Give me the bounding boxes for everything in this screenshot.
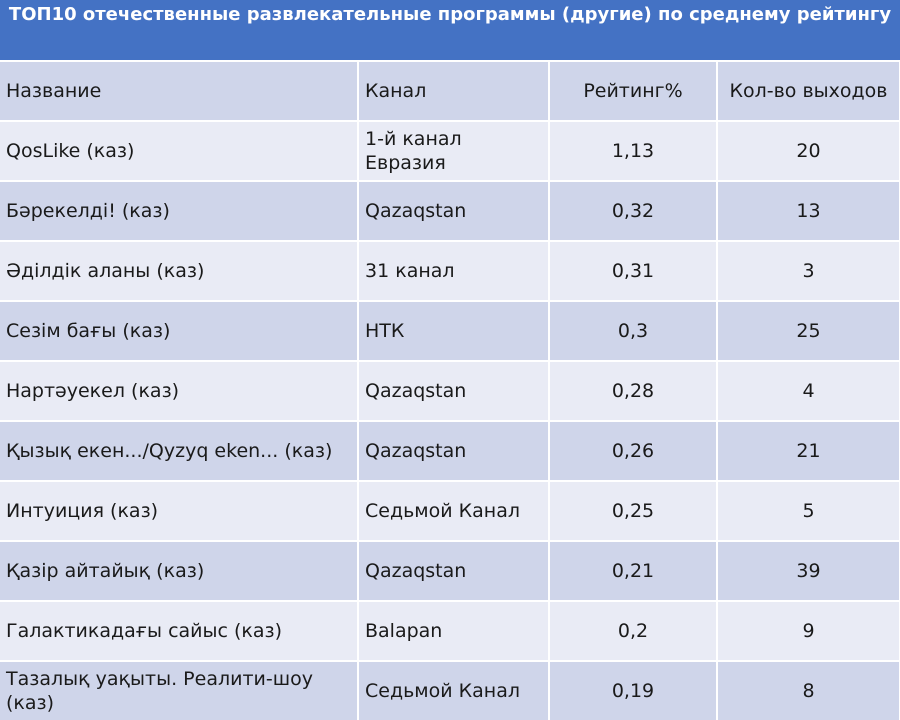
table-row: Бәрекелді! (каз) Qazaqstan 0,32 13 — [0, 180, 900, 241]
program-name-cell: Интуиция (каз) — [0, 480, 359, 541]
rating-cell: 0,28 — [549, 360, 718, 421]
rating-cell: 0,25 — [549, 480, 718, 541]
column-header-count: Кол-во выходов — [717, 60, 900, 121]
ratings-table: Название Канал Рейтинг% Кол-во выходов Q… — [0, 60, 900, 720]
count-cell: 25 — [717, 300, 900, 361]
rating-cell: 0,2 — [549, 600, 718, 661]
channel-cell: Qazaqstan — [358, 540, 550, 601]
count-cell: 4 — [717, 360, 900, 421]
rating-cell: 0,26 — [549, 420, 718, 481]
rating-cell: 0,21 — [549, 540, 718, 601]
channel-cell: Balapan — [358, 600, 550, 661]
column-header-rating: Рейтинг% — [549, 60, 718, 121]
count-cell: 5 — [717, 480, 900, 541]
program-name-cell: Тазалық уақыты. Реалити-шоу (каз) — [0, 660, 359, 720]
count-cell: 20 — [717, 120, 900, 181]
channel-cell: 31 канал — [358, 240, 550, 301]
program-name-cell: Әділдік аланы (каз) — [0, 240, 359, 301]
channel-cell: Седьмой Канал — [358, 660, 550, 720]
table-title: ТОП10 отечественные развлекательные прог… — [0, 0, 900, 60]
table-row: QosLike (каз) 1-й канал Евразия 1,13 20 — [0, 120, 900, 181]
table-row: Әділдік аланы (каз) 31 канал 0,31 3 — [0, 240, 900, 301]
program-name-cell: Қазір айтайық (каз) — [0, 540, 359, 601]
count-cell: 8 — [717, 660, 900, 720]
count-cell: 13 — [717, 180, 900, 241]
program-name-cell: Сезім бағы (каз) — [0, 300, 359, 361]
count-cell: 21 — [717, 420, 900, 481]
channel-cell: Qazaqstan — [358, 420, 550, 481]
rating-cell: 0,3 — [549, 300, 718, 361]
program-name-cell: Нартәуекел (каз) — [0, 360, 359, 421]
table-row: Нартәуекел (каз) Qazaqstan 0,28 4 — [0, 360, 900, 421]
column-header-name: Название — [0, 60, 359, 121]
count-cell: 9 — [717, 600, 900, 661]
rating-cell: 0,19 — [549, 660, 718, 720]
program-name-cell: Қызық екен.../Qyzyq eken... (каз) — [0, 420, 359, 481]
rating-cell: 1,13 — [549, 120, 718, 181]
program-name-cell: QosLike (каз) — [0, 120, 359, 181]
channel-cell: 1-й канал Евразия — [358, 120, 550, 181]
header-row: Название Канал Рейтинг% Кол-во выходов — [0, 60, 900, 121]
rating-cell: 0,31 — [549, 240, 718, 301]
rating-cell: 0,32 — [549, 180, 718, 241]
channel-cell: Qazaqstan — [358, 180, 550, 241]
count-cell: 3 — [717, 240, 900, 301]
count-cell: 39 — [717, 540, 900, 601]
table-row: Қызық екен.../Qyzyq eken... (каз) Qazaqs… — [0, 420, 900, 481]
table-row: Галактикадағы сайыс (каз) Balapan 0,2 9 — [0, 600, 900, 661]
channel-cell: Qazaqstan — [358, 360, 550, 421]
table-row: Қазір айтайық (каз) Qazaqstan 0,21 39 — [0, 540, 900, 601]
column-header-channel: Канал — [358, 60, 550, 121]
table-row: Тазалық уақыты. Реалити-шоу (каз) Седьмо… — [0, 660, 900, 720]
table-row: Сезім бағы (каз) НТК 0,3 25 — [0, 300, 900, 361]
program-name-cell: Бәрекелді! (каз) — [0, 180, 359, 241]
channel-cell: Седьмой Канал — [358, 480, 550, 541]
program-name-cell: Галактикадағы сайыс (каз) — [0, 600, 359, 661]
table-row: Интуиция (каз) Седьмой Канал 0,25 5 — [0, 480, 900, 541]
channel-cell: НТК — [358, 300, 550, 361]
